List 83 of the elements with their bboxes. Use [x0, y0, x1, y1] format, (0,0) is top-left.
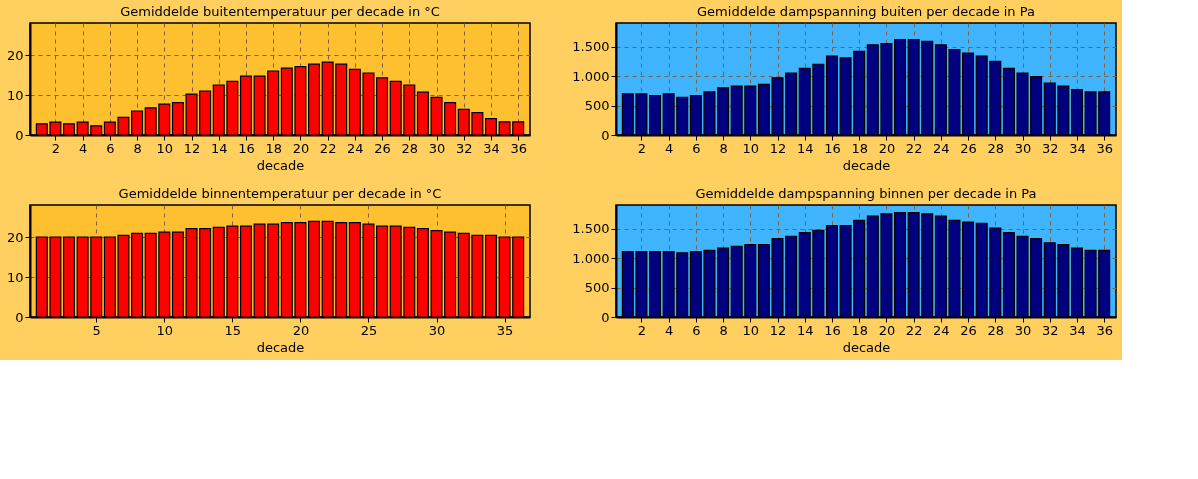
x-tick-label: 35 — [496, 322, 514, 338]
x-tick-label: 24 — [347, 140, 364, 156]
x-tick-label: 20 — [878, 140, 896, 156]
x-tick-label: 6 — [692, 322, 701, 338]
x-tick-label: 4 — [665, 140, 674, 156]
y-tick-label: 1.000 — [572, 68, 610, 84]
x-tick-label: 24 — [933, 140, 950, 156]
x-tick-label: 12 — [769, 140, 787, 156]
x-tick-label: 18 — [265, 140, 282, 156]
x-tick-label: 26 — [960, 322, 977, 338]
x-tick-label: 8 — [719, 140, 728, 156]
x-tick-label: 32 — [1041, 140, 1059, 156]
x-tick-label: 28 — [987, 322, 1005, 338]
x-tick-label: 2 — [637, 140, 647, 156]
x-tick-label: 8 — [719, 322, 728, 338]
x-tick-label: 28 — [987, 140, 1005, 156]
x-tick-label: 16 — [238, 140, 255, 156]
y-tick-label: 0 — [601, 309, 610, 325]
y-tick-label: 10 — [6, 269, 24, 285]
x-tick-label: 14 — [796, 322, 814, 338]
y-tick-label: 0 — [15, 309, 24, 325]
x-tick-label: 22 — [319, 140, 337, 156]
x-tick-label: 20 — [878, 322, 896, 338]
x-tick-label: 4 — [79, 140, 88, 156]
x-tick-label: 36 — [1096, 322, 1113, 338]
x-tick-label: 20 — [292, 322, 310, 338]
x-tick-label: 24 — [933, 322, 950, 338]
x-tick-label: 22 — [905, 322, 923, 338]
x-tick-label: 32 — [455, 140, 473, 156]
y-tick-label: 0 — [15, 127, 24, 143]
x-tick-label: 4 — [665, 322, 674, 338]
x-tick-label: 25 — [360, 322, 378, 338]
x-axis-title: decade — [256, 157, 305, 173]
y-tick-label: 0 — [601, 127, 610, 143]
x-tick-label: 10 — [742, 140, 760, 156]
x-tick-label: 2 — [51, 140, 61, 156]
x-tick-label: 10 — [156, 322, 174, 338]
x-tick-label: 26 — [960, 140, 977, 156]
x-axis-title: decade — [842, 339, 891, 355]
x-tick-label: 22 — [905, 140, 923, 156]
x-tick-label: 36 — [510, 140, 527, 156]
x-tick-label: 16 — [824, 322, 841, 338]
x-tick-label: 30 — [1014, 322, 1032, 338]
y-tick-label: 500 — [584, 98, 610, 114]
chart-title: Gemiddelde buitentemperatuur per decade in °C — [120, 4, 440, 19]
y-tick-label: 20 — [6, 47, 24, 63]
x-tick-label: 2 — [637, 322, 647, 338]
x-tick-label: 14 — [210, 140, 228, 156]
y-tick-label: 500 — [584, 280, 610, 296]
x-tick-label: 6 — [106, 140, 115, 156]
x-tick-label: 5 — [92, 322, 101, 338]
x-tick-label: 12 — [769, 322, 787, 338]
x-tick-label: 10 — [742, 322, 760, 338]
x-tick-label: 18 — [851, 140, 868, 156]
y-tick-label: 10 — [6, 87, 24, 103]
y-tick-label: 1.500 — [572, 221, 610, 237]
y-tick-label: 20 — [6, 229, 24, 245]
x-tick-label: 32 — [1041, 322, 1059, 338]
x-tick-label: 6 — [692, 140, 701, 156]
x-tick-label: 16 — [824, 140, 841, 156]
y-tick-label: 1.000 — [572, 250, 610, 266]
chart-title: Gemiddelde dampspanning buiten per decade in Pa — [697, 4, 1035, 19]
x-tick-label: 30 — [428, 322, 446, 338]
x-tick-label: 12 — [183, 140, 201, 156]
x-tick-label: 8 — [133, 140, 142, 156]
x-tick-label: 30 — [1014, 140, 1032, 156]
x-axis-title: decade — [842, 157, 891, 173]
y-tick-label: 1.500 — [572, 39, 610, 55]
x-tick-label: 26 — [374, 140, 391, 156]
x-tick-label: 14 — [796, 140, 814, 156]
x-tick-label: 34 — [1069, 140, 1086, 156]
x-axis-title: decade — [256, 339, 305, 355]
x-tick-label: 34 — [483, 140, 500, 156]
x-tick-label: 28 — [401, 140, 419, 156]
x-tick-label: 10 — [156, 140, 174, 156]
x-tick-label: 20 — [292, 140, 310, 156]
x-tick-label: 15 — [224, 322, 242, 338]
x-tick-label: 34 — [1069, 322, 1086, 338]
chart-title: Gemiddelde dampspanning binnen per decade in Pa — [695, 186, 1037, 201]
chart-title: Gemiddelde binnentemperatuur per decade in °C — [118, 186, 442, 201]
x-tick-label: 36 — [1096, 140, 1113, 156]
x-tick-label: 18 — [851, 322, 868, 338]
x-tick-label: 30 — [428, 140, 446, 156]
